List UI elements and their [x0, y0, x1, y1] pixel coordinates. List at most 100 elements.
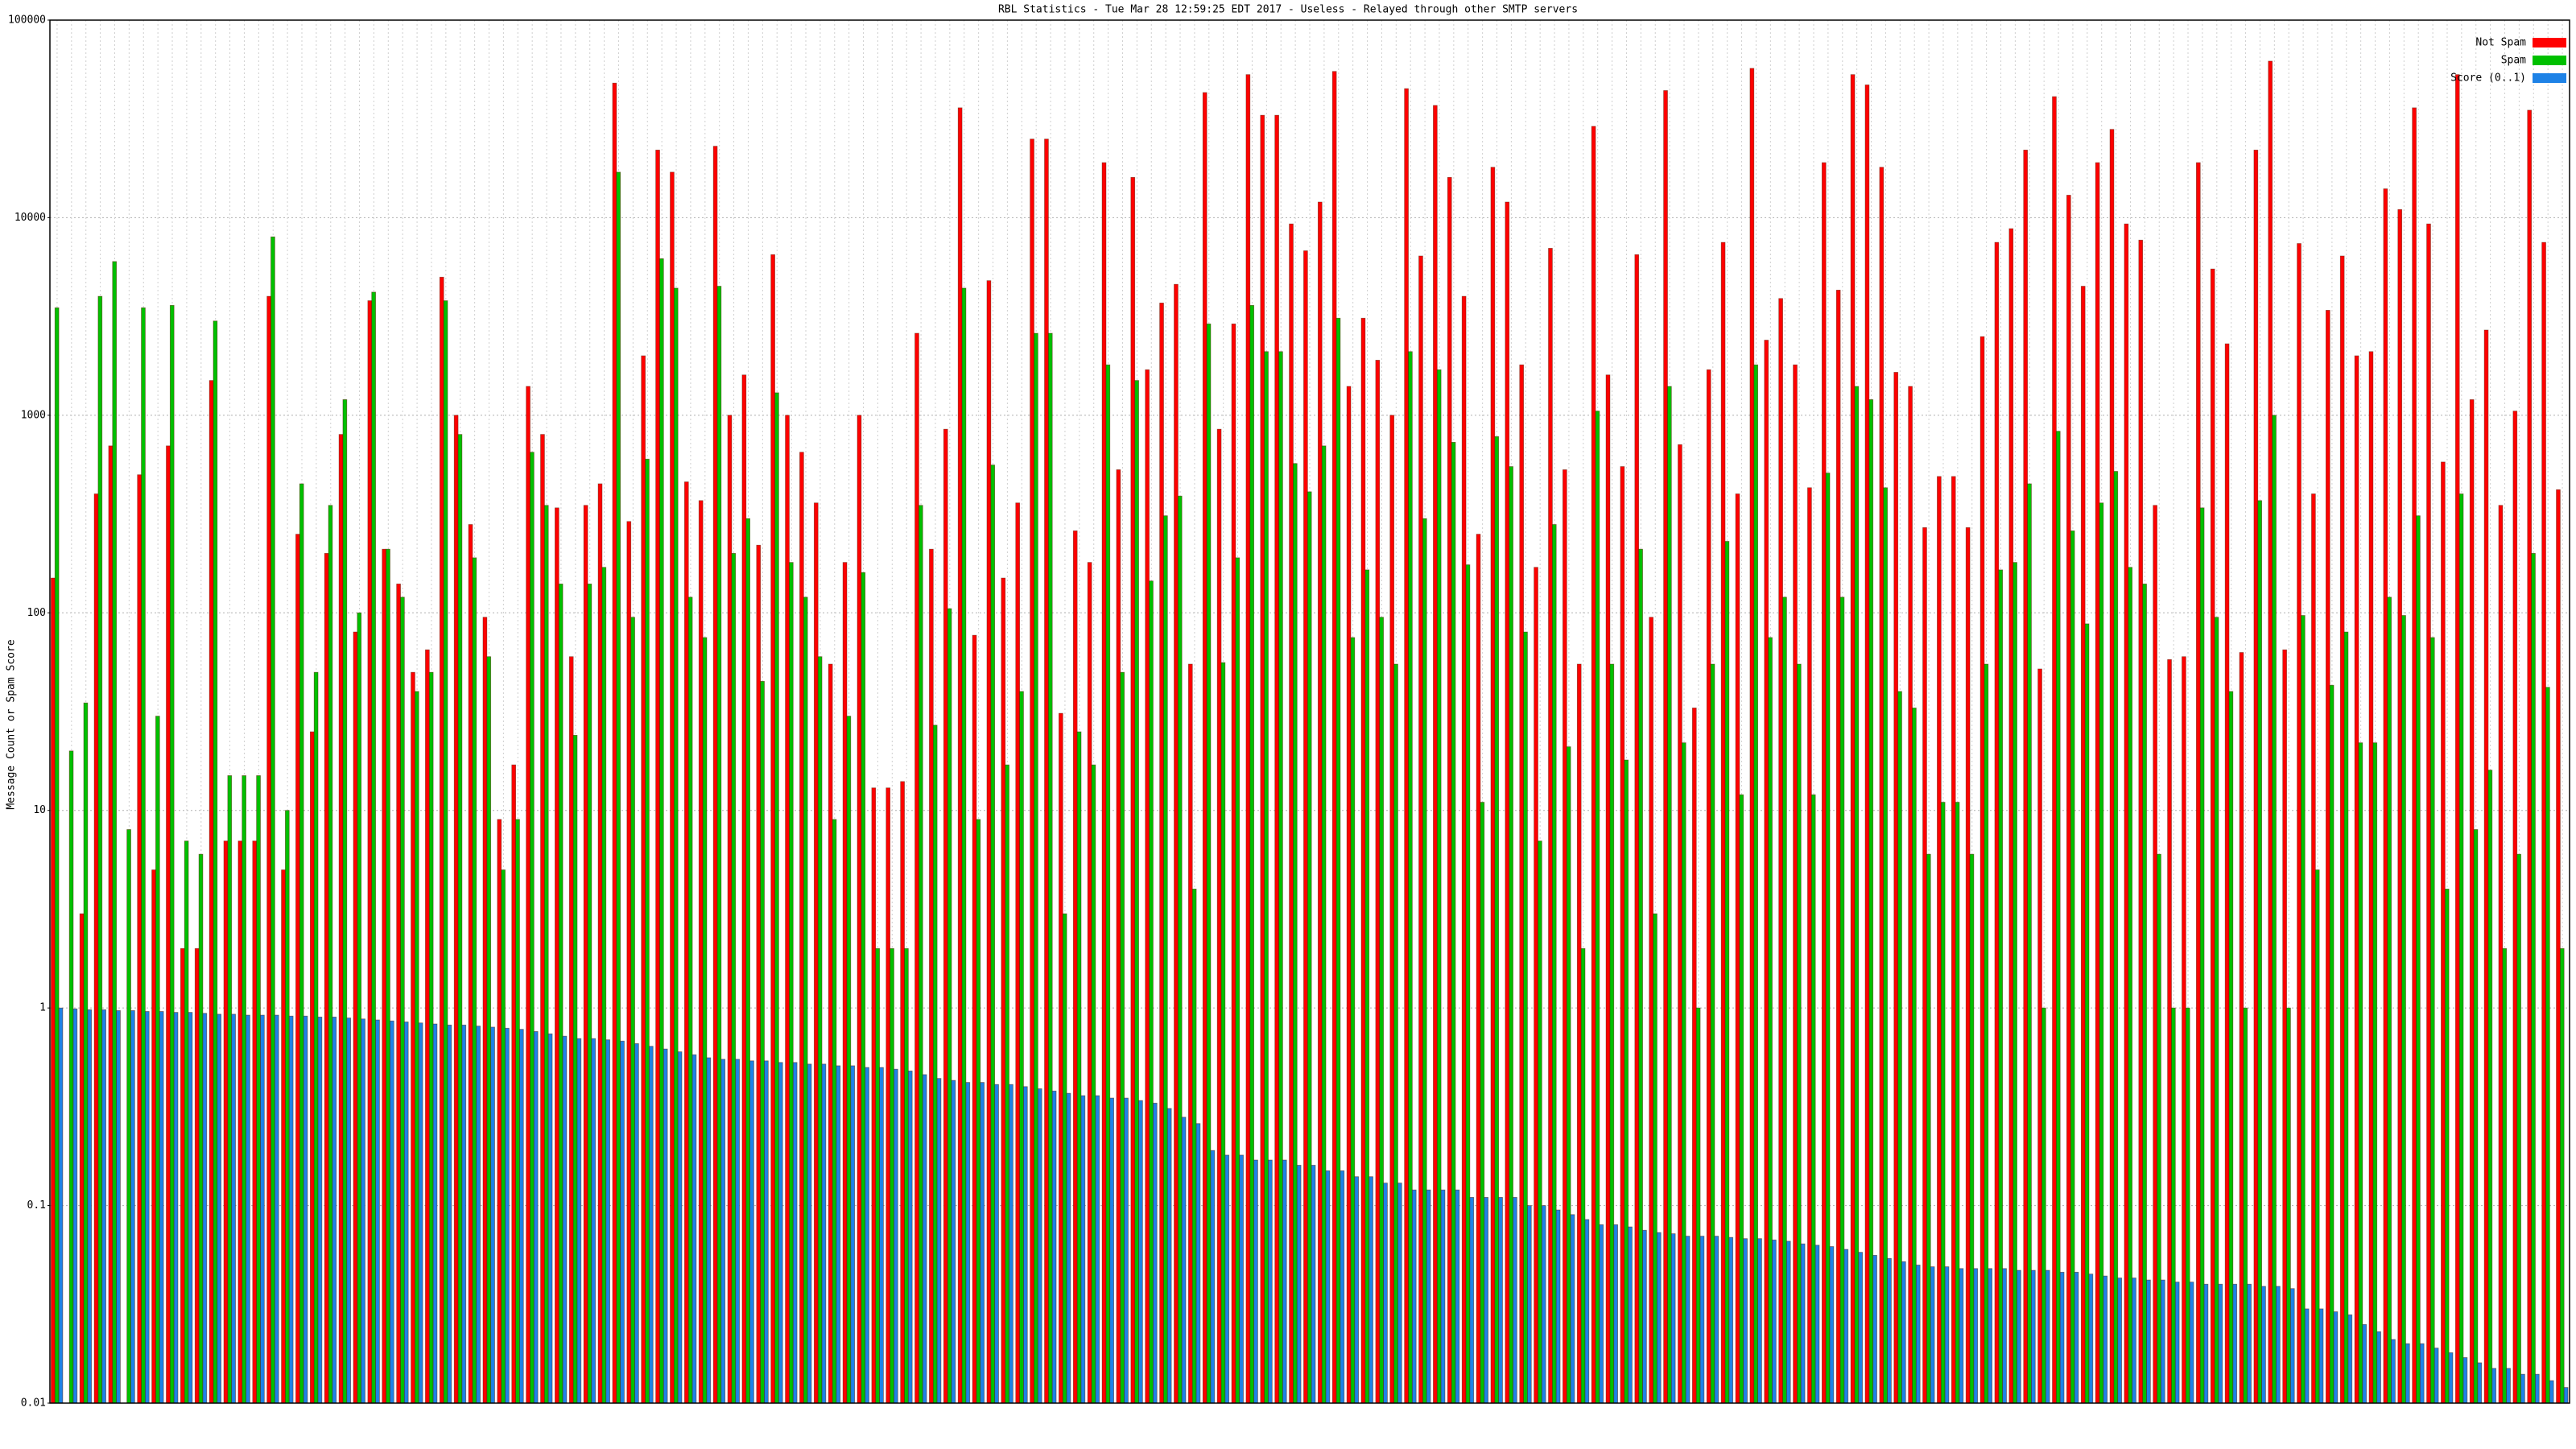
bar [543, 505, 549, 1404]
bar [2113, 471, 2119, 1404]
bar [511, 764, 517, 1404]
bar [922, 1074, 927, 1404]
bar [1555, 1209, 1561, 1404]
bar [126, 829, 131, 1404]
bar [482, 617, 488, 1404]
bar [1973, 1268, 1979, 1404]
bar [1988, 1268, 1993, 1404]
bar [1728, 1236, 1734, 1404]
bar [735, 1059, 740, 1404]
bar [515, 819, 520, 1404]
bar [332, 1016, 337, 1404]
bar [1422, 518, 1427, 1404]
bar [770, 254, 775, 1404]
bar [375, 1019, 380, 1404]
bar [1030, 138, 1034, 1404]
bar [396, 584, 401, 1404]
bar [673, 287, 679, 1404]
bar [1969, 853, 1975, 1404]
bar [1181, 1117, 1187, 1404]
legend-swatch [2533, 38, 2566, 47]
bar [202, 1013, 208, 1404]
bar [2023, 149, 2029, 1404]
bar [1757, 1238, 1762, 1404]
bar [2347, 1314, 2353, 1404]
bar [875, 947, 880, 1404]
bar [58, 1007, 64, 1404]
y-tick-label: 100 [27, 607, 46, 619]
bar [731, 553, 737, 1404]
bar [2276, 1286, 2281, 1404]
bar [403, 1022, 409, 1404]
bar [994, 1084, 999, 1404]
bar [587, 584, 592, 1404]
bar [1134, 380, 1139, 1404]
bar [1739, 794, 1744, 1404]
bar [976, 819, 981, 1404]
bar [2157, 853, 2161, 1404]
bar [756, 544, 762, 1404]
bar [2210, 268, 2215, 1404]
bar [712, 146, 718, 1404]
bar [188, 1012, 193, 1404]
bar [428, 671, 434, 1404]
bar [1692, 708, 1697, 1404]
bar [2527, 109, 2533, 1404]
bar [1216, 428, 1222, 1404]
bar [951, 1080, 956, 1404]
bar [1335, 317, 1341, 1404]
bar [1505, 201, 1510, 1404]
bar [702, 637, 708, 1404]
bar [612, 82, 617, 1404]
bar [198, 853, 204, 1404]
bar [2243, 1007, 2248, 1404]
bar [2491, 1368, 2497, 1404]
bar [547, 1033, 553, 1404]
bar [1389, 415, 1395, 1404]
bar [141, 307, 146, 1404]
bar [1206, 323, 1212, 1404]
y-axis-label: Message Count or Spam Score [6, 639, 18, 809]
bar [663, 1048, 668, 1404]
bar [1613, 1224, 1618, 1404]
bar [2368, 351, 2374, 1404]
bar [1476, 534, 1481, 1404]
bar [1872, 1254, 1877, 1404]
bar [2506, 1368, 2511, 1404]
bar [1901, 1261, 1906, 1404]
bar [2272, 415, 2277, 1404]
bar [1393, 663, 1398, 1404]
bar [2268, 60, 2273, 1404]
bar [1685, 1236, 1690, 1404]
bar [533, 1030, 539, 1404]
bar [151, 869, 156, 1404]
bar [1009, 1084, 1013, 1404]
bar [2531, 553, 2536, 1404]
bar [490, 1026, 495, 1404]
bar [231, 1013, 236, 1404]
bar [1015, 502, 1021, 1404]
bar [367, 300, 373, 1404]
bar [1753, 364, 1759, 1404]
y-tick-label: 0.01 [21, 1397, 46, 1410]
bar [1130, 176, 1136, 1404]
bar [1810, 794, 1816, 1404]
bar [1984, 663, 1989, 1404]
bar [1678, 444, 1682, 1404]
bar [1599, 1224, 1604, 1404]
bar [1001, 577, 1006, 1404]
bar [1584, 1219, 1590, 1404]
bar [2516, 853, 2521, 1404]
bar [1887, 1257, 1892, 1404]
bar [1642, 1229, 1647, 1404]
bar [857, 415, 862, 1404]
bar [1346, 386, 1352, 1404]
bar [568, 656, 574, 1404]
bar [83, 702, 89, 1404]
bar [346, 1018, 352, 1404]
bar [476, 1026, 481, 1404]
bar [947, 608, 952, 1404]
bar [1340, 1170, 1345, 1404]
bar [1210, 1150, 1216, 1404]
bar [799, 452, 804, 1404]
